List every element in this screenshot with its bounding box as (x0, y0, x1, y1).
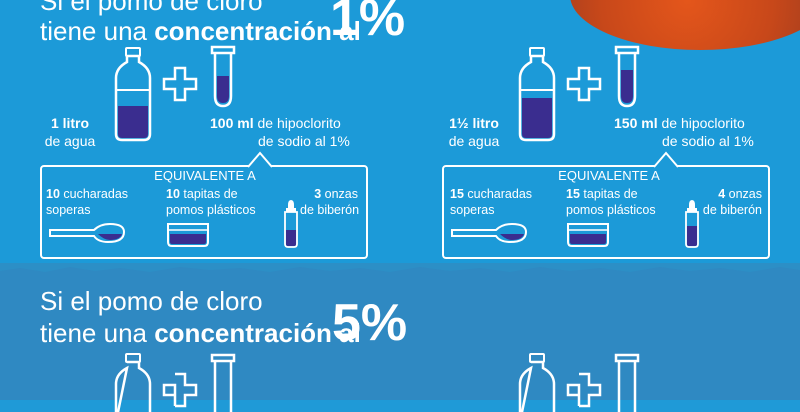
left-equivalent-title: EQUIVALENTE A (154, 168, 256, 183)
right-water-amount: 1½ litro (449, 115, 499, 131)
left-chlorine-text1: de hipoclorito (257, 115, 341, 131)
section1-heading-line2: tiene una concentración al (40, 16, 361, 46)
bottle-cap-icon (567, 223, 609, 247)
right-box-pointer (653, 151, 679, 168)
bottom-section-background (0, 276, 800, 400)
test-tube-icon (614, 353, 640, 412)
spoon-icon (49, 222, 126, 244)
left-water-label: 1 litro de agua (40, 114, 100, 150)
left-bottle-text2: de biberón (300, 203, 360, 217)
right-chlorine-text1: de hipoclorito (661, 115, 745, 131)
left-water-unit: de agua (44, 133, 96, 149)
right-spoons-amount: 15 (450, 187, 464, 201)
section2-heading-prefix: tiene una (40, 318, 147, 348)
spoon-icon (451, 222, 528, 244)
left-spoons-amount: 10 (46, 187, 60, 201)
section1-heading-line1: Si el pomo de cloro (40, 0, 263, 16)
section1-percent: 1% (330, 0, 406, 47)
plus-icon (162, 372, 198, 408)
torn-paper-divider (0, 263, 800, 285)
left-caps-text2: pomos plásticos (166, 203, 256, 217)
right-caps-label: 15 tapitas de pomos plásticos (566, 186, 656, 218)
left-bottle-text1: onzas (324, 187, 358, 201)
right-caps-amount: 15 (566, 187, 580, 201)
right-caps-text1: tapitas de (583, 187, 638, 201)
baby-bottle-icon (685, 200, 699, 248)
plus-icon (566, 66, 602, 102)
section2-percent: 5% (332, 294, 408, 352)
left-spoons-label: 10 cucharadas soperas (46, 186, 128, 218)
test-tube-icon (614, 45, 640, 108)
right-caps-text2: pomos plásticos (566, 203, 656, 217)
section2-heading-line1: Si el pomo de cloro (40, 286, 263, 316)
water-bottle-icon (518, 47, 556, 142)
right-water-label: 1½ litro de agua (440, 114, 508, 150)
plus-icon (162, 66, 198, 102)
right-bottle-amount: 4 (718, 187, 726, 201)
right-equivalent-title: EQUIVALENTE A (558, 168, 660, 183)
right-bottle-text1: onzas (728, 187, 762, 201)
right-chlorine-text2: de sodio al 1% (662, 133, 754, 149)
water-bottle-icon (114, 47, 152, 142)
right-bottle-text2: de biberón (702, 203, 762, 217)
left-box-pointer (247, 151, 273, 168)
left-equivalent-box (40, 165, 368, 259)
water-bottle-icon (518, 353, 556, 412)
right-spoons-label: 15 cucharadas soperas (450, 186, 532, 218)
right-water-unit: de agua (448, 133, 500, 149)
right-spoons-text1: cucharadas (467, 187, 533, 201)
left-caps-label: 10 tapitas de pomos plásticos (166, 186, 256, 218)
baby-bottle-icon (284, 200, 298, 248)
left-chlorine-text2: de sodio al 1% (258, 133, 350, 149)
right-spoons-text2: soperas (450, 203, 495, 217)
section2-heading-line2: tiene una concentración al (40, 318, 361, 348)
test-tube-icon (210, 353, 236, 412)
left-caps-amount: 10 (166, 187, 180, 201)
section2-heading-bold: concentración al (154, 318, 361, 348)
left-caps-text1: tapitas de (183, 187, 238, 201)
test-tube-icon (210, 45, 236, 108)
right-bottle-label: 4 onzas de biberón (702, 186, 762, 218)
left-spoons-text2: soperas (46, 203, 91, 217)
left-water-amount: 1 litro (50, 115, 90, 131)
water-bottle-icon (114, 353, 152, 412)
left-bottle-label: 3 onzas de biberón (300, 186, 360, 218)
left-spoons-text1: cucharadas (63, 187, 129, 201)
section1-heading-bold: concentración al (154, 16, 361, 46)
left-chlorine-label: 100 ml de hipoclorito de sodio al 1% (210, 114, 350, 150)
plus-icon (566, 372, 602, 408)
section1-heading-prefix: tiene una (40, 16, 147, 46)
right-chlorine-label: 150 ml de hipoclorito de sodio al 1% (614, 114, 754, 150)
left-bottle-amount: 3 (314, 187, 322, 201)
left-chlorine-amount: 100 ml (210, 115, 254, 131)
right-equivalent-box (442, 165, 770, 259)
right-chlorine-amount: 150 ml (614, 115, 658, 131)
bottle-cap-icon (167, 223, 209, 247)
